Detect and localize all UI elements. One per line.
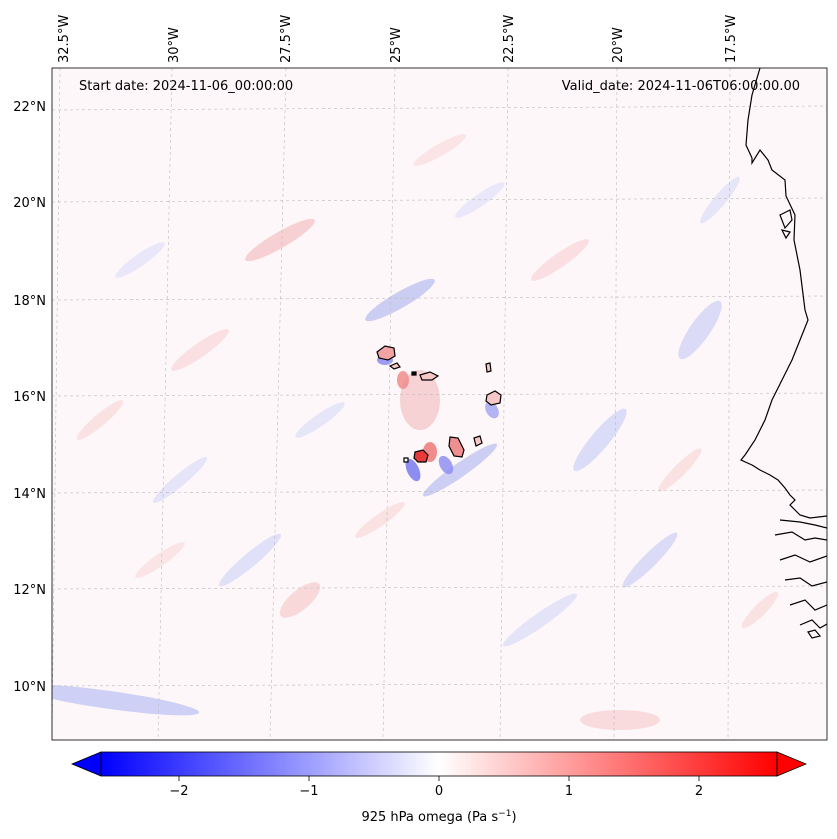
island-maio <box>473 435 483 447</box>
cape-verde-islands <box>376 345 502 463</box>
start-date-label: Start date: 2024-11-06_00:00:00 <box>79 79 293 94</box>
lat-label: 14°N <box>13 487 46 502</box>
valid-date-label: Valid_date: 2024-11-06T06:00:00.00 <box>562 79 800 94</box>
coastline <box>740 68 827 639</box>
island-sal <box>485 362 492 373</box>
lon-label: 27.5°W <box>279 15 294 63</box>
colorbar-bar <box>100 751 778 777</box>
colorbar-tick-label: 2 <box>695 784 703 799</box>
lat-label: 18°N <box>13 294 46 309</box>
lon-label: 25°W <box>389 27 404 63</box>
colorbar-low-extend <box>70 751 102 777</box>
latitude-labels: 22°N 20°N 18°N 16°N 14°N 12°N 10°N <box>13 100 46 695</box>
colorbar-tick-label: −1 <box>299 784 318 799</box>
colorbar-tick-label: −2 <box>169 784 188 799</box>
island-fogo <box>413 449 429 463</box>
island-sao-nicolau <box>419 371 440 381</box>
lat-label: 16°N <box>13 390 46 405</box>
map-panel: Start date: 2024-11-06_00:00:00 Valid_da… <box>13 15 828 741</box>
lon-label: 30°W <box>167 27 182 63</box>
lon-label: 22.5°W <box>502 15 517 63</box>
colorbar-ticks: −2 −1 0 1 2 <box>169 776 703 799</box>
colorbar-label: 925 hPa omega (Pa s−1) <box>361 809 516 825</box>
island-santiago <box>448 436 465 458</box>
colorbar-tick-label: 0 <box>435 784 443 799</box>
island-boa-vista <box>485 390 502 406</box>
island-santo-antao <box>376 345 396 361</box>
map-frame <box>51 67 828 741</box>
gridlines <box>52 68 827 740</box>
colorbar: −2 −1 0 1 2 925 hPa omega (Pa s−1) <box>70 751 808 825</box>
longitude-labels: 32.5°W 30°W 27.5°W 25°W 22.5°W 20°W 17.5… <box>57 15 739 63</box>
lat-label: 10°N <box>13 680 46 695</box>
island-brava <box>403 457 409 463</box>
island-sao-vicente <box>388 362 401 370</box>
colorbar-high-extend <box>776 751 808 777</box>
lon-label: 32.5°W <box>57 15 72 63</box>
colorbar-tick-label: 1 <box>565 784 573 799</box>
lat-label: 22°N <box>13 100 46 115</box>
lat-label: 12°N <box>13 583 46 598</box>
island-santa-luzia <box>411 371 417 376</box>
lon-label: 20°W <box>611 27 626 63</box>
lon-label: 17.5°W <box>724 15 739 63</box>
lat-label: 20°N <box>13 196 46 211</box>
